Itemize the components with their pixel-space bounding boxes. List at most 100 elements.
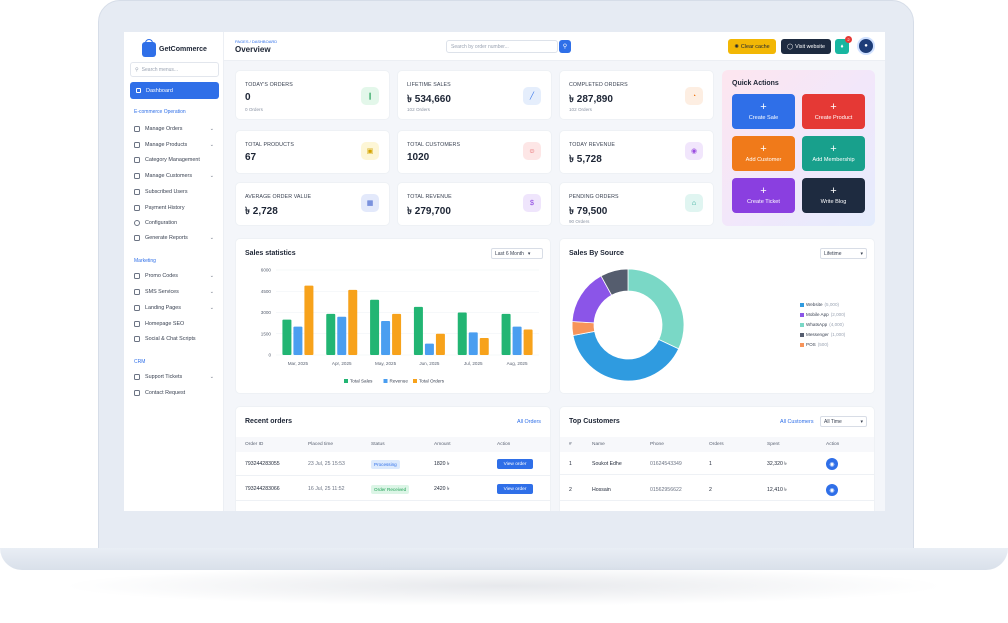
sidebar-item-contact-request[interactable]: Contact Request [134, 387, 218, 399]
bar-total-sales[interactable] [457, 312, 467, 356]
bar-total-orders[interactable] [392, 313, 402, 355]
sidebar-item-promo-codes[interactable]: Promo Codes ⌄ [134, 270, 218, 282]
quick-action-create-sale-button[interactable]: + Create Sale [732, 94, 795, 129]
x-tick-label: Mar, 2025 [288, 361, 309, 366]
bar-revenue[interactable] [468, 332, 478, 355]
bar-total-orders[interactable] [479, 338, 489, 355]
column-header: Action [497, 442, 511, 447]
search-button[interactable]: ⚲ [559, 40, 571, 53]
donut-slice-website[interactable] [572, 330, 680, 382]
bar-total-orders[interactable] [348, 289, 358, 355]
all-orders-link[interactable]: All Orders [517, 419, 541, 425]
bar-total-orders[interactable] [435, 333, 445, 355]
chevron-down-icon: ⌄ [209, 126, 214, 132]
stat-card: TOTAL CUSTOMERS 1020 ☺ [397, 130, 552, 174]
sidebar-item-label: Category Management [145, 157, 200, 163]
bar-total-orders[interactable] [523, 329, 533, 356]
sales-statistics-title: Sales statistics [245, 250, 296, 257]
top-bar: PAGES / DASHBOARD Overview Search by ord… [224, 32, 885, 61]
sales-period-value: Last 6 Month [495, 250, 524, 257]
stat-value: ৳ 287,890 [569, 94, 613, 105]
customer-name: Soukot Edhe [592, 461, 622, 467]
donut-slice-whatsapp[interactable] [627, 268, 685, 350]
x-tick-label: May, 2025 [375, 361, 397, 366]
quick-action-write-blog-button[interactable]: + Write Blog [802, 178, 865, 213]
recent-orders-panel: Recent orders All Orders Order ID Placed … [235, 406, 551, 511]
brand-name: GetCommerce [159, 45, 207, 53]
order-search-input[interactable]: Search by order number... [446, 40, 558, 53]
calculator-icon: ▦ [361, 194, 379, 212]
notification-button[interactable]: ♦ [835, 39, 849, 54]
view-order-button[interactable]: View order [497, 459, 533, 469]
sidebar-item-dashboard[interactable]: Dashboard [130, 82, 219, 99]
quick-action-create-product-button[interactable]: + Create Product [802, 94, 865, 129]
quick-action-create-ticket-button[interactable]: + Create Ticket [732, 178, 795, 213]
sidebar-item-subscribed-users[interactable]: Subscribed Users [134, 186, 218, 198]
sidebar-item-landing-pages[interactable]: Landing Pages ⌄ [134, 302, 218, 314]
recent-orders-header [236, 437, 550, 452]
bar-revenue[interactable] [293, 326, 303, 355]
app-screen: GetCommerce ⚲ Search menus... Dashboard … [124, 32, 885, 511]
chat-icon [134, 336, 140, 342]
column-header: Phone [650, 442, 664, 447]
sidebar-item-manage-customers[interactable]: Manage Customers ⌄ [134, 170, 218, 182]
column-header: Amount [434, 442, 451, 447]
sidebar-item-support-tickets[interactable]: Support Tickets ⌄ [134, 371, 218, 383]
order-amount: 1820 ৳ [434, 461, 450, 467]
legend-label: WhatsApp [806, 322, 828, 327]
legend-label: Mobile App [806, 312, 829, 317]
stat-label: COMPLETED ORDERS [569, 82, 628, 88]
column-header: Status [371, 442, 385, 447]
bar-total-sales[interactable] [326, 313, 336, 355]
breadcrumb[interactable]: PAGES / DASHBOARD [235, 39, 278, 44]
view-customer-button[interactable]: ◉ [826, 458, 838, 470]
top-customers-title: Top Customers [569, 418, 620, 425]
bar-revenue[interactable] [381, 321, 391, 355]
legend-label: Revenue [390, 379, 409, 384]
view-order-button[interactable]: View order [497, 484, 533, 494]
sidebar-item-manage-products[interactable]: Manage Products ⌄ [134, 139, 218, 151]
sidebar-item-payment-history[interactable]: Payment History [134, 202, 218, 214]
laptop-base [0, 548, 1008, 570]
bar-total-sales[interactable] [501, 313, 511, 355]
legend-item: POS (500) [800, 342, 828, 347]
donut-slice-messenger[interactable] [600, 268, 629, 296]
sales-statistics-panel: Sales statistics Last 6 Month ▾ 6000 4500… [235, 238, 551, 394]
chevron-down-icon: ⌄ [209, 173, 214, 179]
sidebar-item-generate-reports[interactable]: Generate Reports ⌄ [134, 232, 218, 244]
sidebar-item-configuration[interactable]: Configuration [134, 217, 218, 229]
brand[interactable]: GetCommerce [142, 38, 207, 58]
quick-action-add-customer-button[interactable]: + Add Customer [732, 136, 795, 171]
sidebar-item-sms-services[interactable]: SMS Services ⌄ [134, 286, 218, 298]
source-period-dropdown[interactable]: Lifetime ▾ [820, 248, 867, 259]
legend-swatch [383, 379, 388, 383]
bar-total-sales[interactable] [370, 299, 380, 355]
view-customer-button[interactable]: ◉ [826, 484, 838, 496]
bar-total-orders[interactable] [304, 285, 314, 355]
sidebar-group-marketing: Marketing [134, 258, 156, 264]
chevron-down-icon: ⌄ [209, 273, 214, 279]
quick-action-add-membership-button[interactable]: + Add Membership [802, 136, 865, 171]
clear-cache-button[interactable]: ✺ Clear cache [728, 39, 776, 54]
sales-period-dropdown[interactable]: Last 6 Month ▾ [491, 248, 543, 259]
bar-revenue[interactable] [512, 326, 522, 355]
plus-icon: + [760, 100, 767, 113]
visit-website-button[interactable]: ◯ Visit website [781, 39, 831, 54]
customers-period-dropdown[interactable]: All Time ▾ [820, 416, 867, 427]
avatar[interactable]: ● [857, 37, 875, 55]
bar-revenue[interactable] [424, 343, 434, 355]
stat-label: AVERAGE ORDER VALUE [245, 194, 312, 200]
sidebar-item-manage-orders[interactable]: Manage Orders ⌄ [134, 123, 218, 135]
sidebar-item-label: Dashboard [146, 87, 173, 94]
bar-total-sales[interactable] [413, 306, 423, 355]
bar-total-sales[interactable] [282, 319, 292, 355]
sidebar-search-input[interactable]: ⚲ Search menus... [130, 62, 219, 77]
bar-revenue[interactable] [337, 316, 347, 355]
all-customers-link[interactable]: All Customers [780, 419, 814, 425]
sidebar-item-category-management[interactable]: Category Management [134, 154, 218, 166]
sidebar-item-homepage-seo[interactable]: Homepage SEO [134, 318, 218, 330]
sidebar-item-label: Manage Customers [145, 173, 193, 179]
quick-action-label: Create Product [814, 114, 853, 121]
sidebar-item-social-chat-scripts[interactable]: Social & Chat Scripts [134, 333, 218, 345]
store-icon: ⌂ [685, 194, 703, 212]
